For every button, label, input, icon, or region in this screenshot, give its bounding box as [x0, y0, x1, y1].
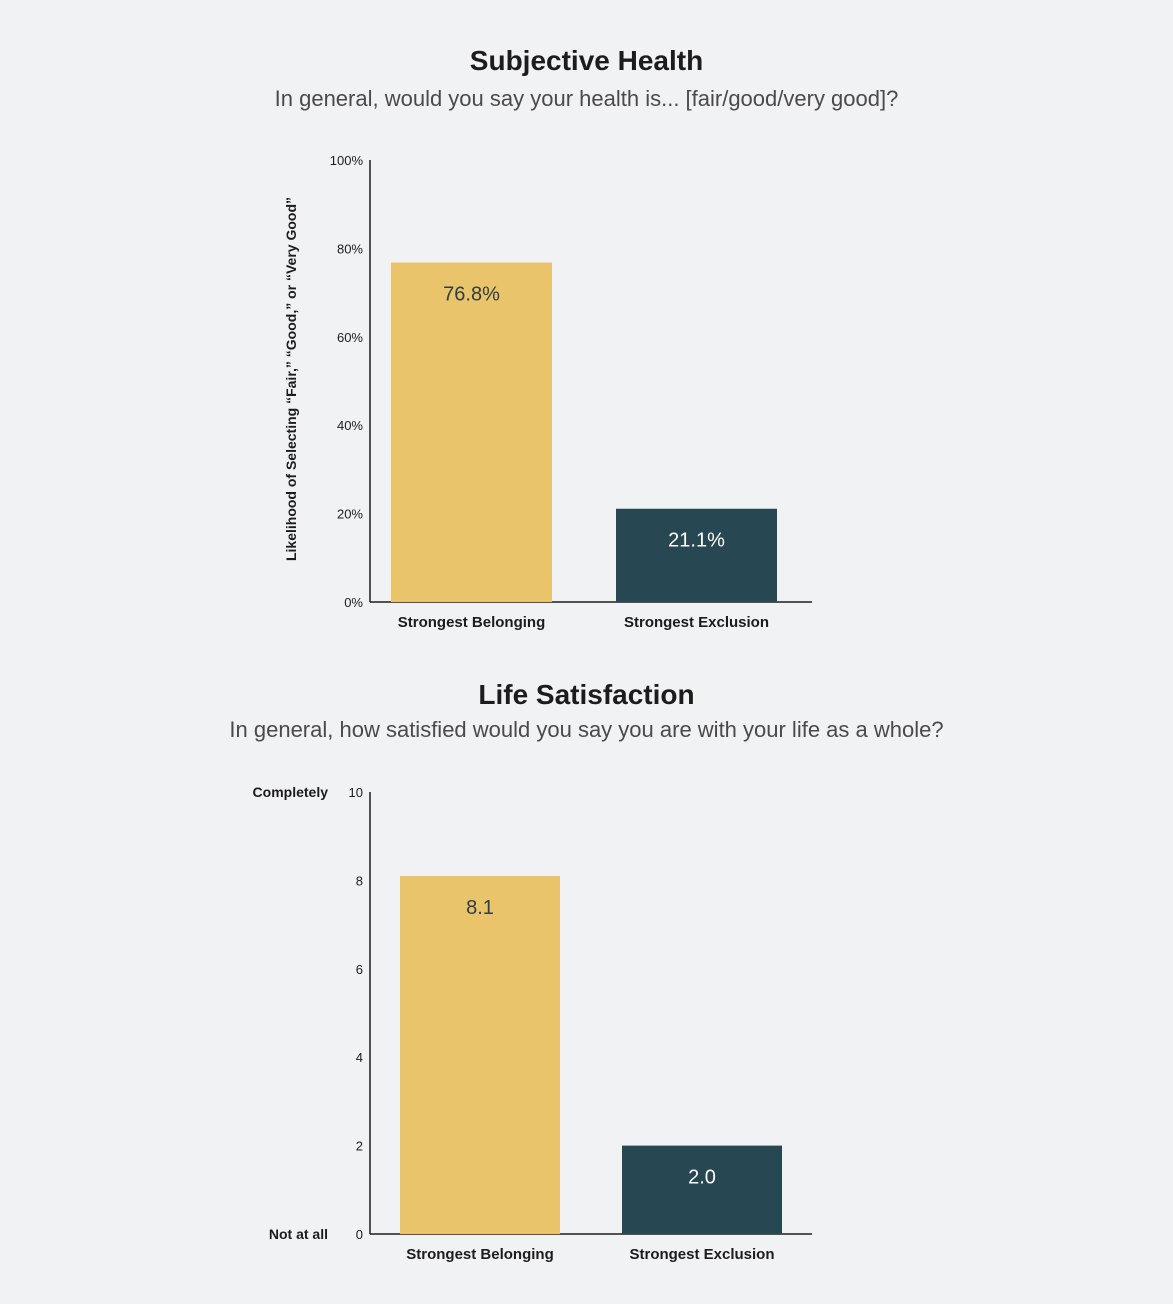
x-tick-label: Strongest Belonging: [398, 614, 546, 631]
x-tick-label: Strongest Exclusion: [624, 614, 769, 631]
bar: [400, 875, 560, 1234]
chart-title: Subjective Health: [469, 45, 704, 76]
data-label: 76.8%: [443, 284, 500, 306]
y-tick-label: 2: [356, 1139, 363, 1154]
data-label: 21.1%: [668, 530, 725, 552]
y-tick-label: 8: [356, 873, 363, 888]
chart-subtitle: In general, how satisfied would you say …: [229, 717, 944, 742]
chart-title: Life Satisfaction: [478, 679, 695, 710]
x-tick-label: Strongest Exclusion: [629, 1246, 774, 1263]
data-label: 2.0: [688, 1167, 716, 1189]
bar: [391, 262, 552, 602]
y-tick-label: 60%: [337, 330, 363, 345]
chart-svg: 0 Not at all 2 4 6 8 10 Completely 8.1 Strongest …: [253, 784, 812, 1263]
y-tick-label: 20%: [337, 507, 363, 522]
y-axis-title: Likelihood of Selecting “Fair,” “Good,” …: [283, 197, 299, 561]
y-tick-label: 0: [356, 1227, 363, 1242]
y-tick-label: 40%: [337, 418, 363, 433]
chart-life-satisfaction: Life Satisfaction In general, how satisf…: [0, 650, 1173, 1304]
data-label: 8.1: [466, 897, 494, 919]
y-tick-label: 0%: [344, 595, 363, 610]
y-anchor-label: Completely: [253, 784, 329, 800]
y-tick-label: 6: [356, 962, 363, 977]
y-tick-label: 4: [356, 1050, 363, 1065]
chart-svg: 0% 20% 40% 60% 80% 100% Likelihood of Selectin…: [283, 153, 812, 631]
y-tick-label: 10: [349, 785, 363, 800]
y-anchor-label: Not at all: [269, 1226, 328, 1242]
x-tick-label: Strongest Belonging: [406, 1246, 554, 1263]
y-tick-label: 80%: [337, 241, 363, 256]
y-tick-label: 100%: [330, 153, 364, 168]
bar: [616, 508, 777, 602]
bar: [622, 1145, 782, 1234]
chart-subtitle: In general, would you say your health is…: [274, 86, 899, 111]
chart-subjective-health: Subjective Health In general, would you …: [0, 0, 1173, 650]
